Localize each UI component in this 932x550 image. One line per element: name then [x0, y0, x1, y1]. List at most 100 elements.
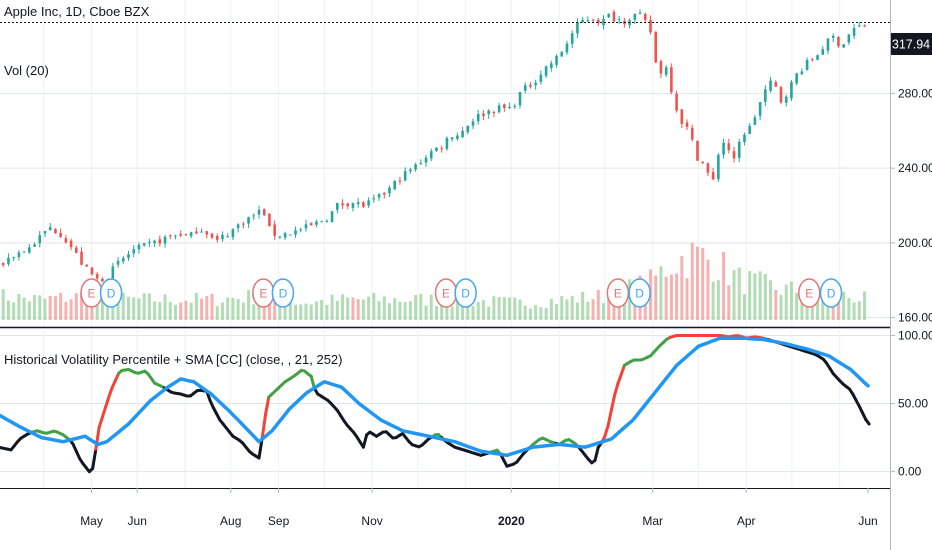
candle-body: [508, 107, 511, 109]
candle-body: [837, 36, 840, 47]
hv-segment: [107, 386, 114, 399]
candle-body: [591, 19, 595, 21]
volume-bar: [596, 289, 600, 320]
volume-bar: [372, 292, 376, 320]
hv-segment: [609, 393, 617, 412]
candle-body: [664, 67, 668, 75]
time-axis[interactable]: May Jun Aug Sep Nov 2020 Mar Apr Jun: [80, 488, 878, 528]
volume-bar: [74, 293, 78, 320]
volume-bar: [523, 305, 527, 320]
volume-bar: [184, 300, 188, 320]
dividend-marker[interactable]: [99, 278, 123, 308]
candle-body: [774, 82, 778, 87]
candle-body: [221, 234, 224, 240]
candle-body: [382, 192, 386, 195]
candle-body: [831, 36, 835, 38]
volume-bar: [461, 304, 465, 320]
volume-bar: [544, 307, 548, 320]
dividend-marker[interactable]: [819, 278, 843, 308]
dividend-marker[interactable]: [628, 278, 651, 308]
dividend-marker[interactable]: [454, 278, 477, 308]
candle-body: [685, 122, 689, 127]
volume-bar: [111, 304, 115, 320]
candle-body: [440, 148, 443, 150]
dividend-marker[interactable]: [271, 278, 295, 308]
candle-body: [372, 198, 376, 200]
candle-body: [586, 20, 590, 22]
candle-body: [111, 266, 115, 279]
candle-body: [795, 73, 798, 84]
volume-bar: [816, 290, 820, 320]
volume-bar: [314, 301, 318, 320]
candle-body: [127, 254, 130, 258]
candle-body: [273, 224, 276, 236]
indicator-pane[interactable]: Historical Volatility Percentile + SMA […: [0, 330, 890, 488]
price-tick-label: 280.00: [898, 86, 932, 100]
volume-bar: [497, 297, 501, 320]
candle-body: [163, 236, 167, 244]
volume-bar: [69, 299, 73, 320]
volume-bar: [607, 295, 611, 320]
time-tick-label: Aug: [220, 514, 241, 528]
candle-body: [336, 203, 339, 210]
volume-bar: [434, 306, 438, 320]
time-tick-label: Jun: [128, 514, 147, 528]
candle-body: [659, 61, 663, 74]
candle-body: [492, 112, 496, 114]
candle-body: [842, 44, 845, 48]
volume-bar: [304, 303, 308, 320]
indicator-tick-label: 100.00: [898, 328, 932, 342]
volume-bar: [38, 295, 42, 320]
volume-bar: [570, 295, 574, 320]
volume-bar: [226, 297, 230, 320]
candle-body: [309, 223, 313, 226]
candle-body: [544, 66, 548, 76]
dividend-marker-label: D: [107, 287, 116, 301]
candle-body: [179, 234, 182, 236]
candle-body: [153, 240, 156, 244]
candle-body: [174, 235, 177, 237]
candle-body: [550, 63, 553, 69]
price-pane[interactable]: E E E E ED D D D D Apple Inc, 1D, Cboe BZX Vol (…: [0, 0, 890, 327]
volume-bar: [142, 293, 146, 320]
volume-bar: [27, 301, 31, 320]
hv-segment: [613, 382, 620, 397]
volume-bar: [701, 248, 705, 320]
candle-body: [675, 93, 678, 111]
candle-body: [200, 231, 203, 233]
candle-body: [7, 257, 10, 264]
candle-body: [570, 33, 574, 44]
candle-body: [534, 82, 537, 86]
candle-body: [137, 244, 141, 250]
volume-bar: [643, 292, 647, 320]
candle-body: [262, 209, 266, 216]
candle-body: [116, 260, 120, 265]
candle-body: [101, 278, 104, 282]
earnings-marker-label: E: [259, 287, 267, 301]
candle-body: [690, 127, 694, 140]
volume-bar: [408, 301, 412, 320]
hv-segment: [91, 447, 98, 471]
volume-label: Vol (20): [4, 63, 49, 78]
volume-bar: [774, 289, 778, 320]
hv-segment: [616, 373, 623, 386]
volume-bar: [330, 294, 334, 320]
candle-body: [189, 232, 193, 237]
candle-body: [12, 257, 15, 259]
hv-percentile-line: [0, 333, 871, 474]
candle-body: [22, 251, 26, 253]
candle-body: [278, 236, 282, 238]
volume-bar: [821, 295, 825, 320]
hv-segment: [97, 415, 104, 429]
volume-bar: [241, 302, 245, 320]
volume-bar: [695, 246, 699, 320]
price-axis-ticks: 280.00 240.00 200.00 160.00: [890, 86, 932, 325]
volume-bar: [513, 297, 517, 320]
candle-body: [513, 105, 517, 107]
candle-body: [95, 274, 99, 279]
candle-body: [346, 203, 350, 207]
volume-bar: [85, 304, 89, 320]
candle-body: [38, 235, 42, 244]
volume-bar: [168, 302, 172, 320]
